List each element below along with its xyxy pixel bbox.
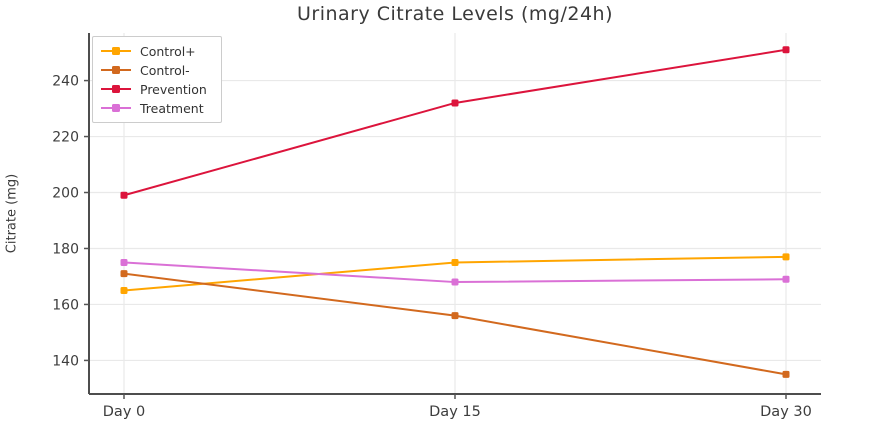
data-point: [451, 99, 459, 107]
x-tick-label: Day 0: [103, 404, 145, 420]
legend-item: Control+: [101, 43, 207, 59]
data-point: [782, 46, 790, 54]
x-tick-label: Day 15: [429, 404, 481, 420]
x-tick-label: Day 30: [760, 404, 812, 420]
data-point: [120, 270, 128, 278]
data-point: [451, 312, 459, 320]
data-point: [451, 258, 459, 266]
legend-item: Control-: [101, 62, 207, 78]
legend-swatch-icon: [101, 104, 131, 112]
data-point: [120, 286, 128, 294]
legend-label: Prevention: [140, 81, 207, 97]
legend-item: Treatment: [101, 100, 207, 116]
legend-swatch-icon: [101, 47, 131, 55]
y-tick-label: 180: [52, 241, 79, 257]
data-point: [782, 275, 790, 283]
y-tick-label: 160: [52, 297, 79, 313]
y-tick-label: 140: [52, 353, 79, 369]
legend-label: Control+: [140, 43, 196, 59]
data-point: [451, 278, 459, 286]
legend: Control+ Control- Prevention Treatment: [92, 36, 222, 123]
chart-title: Urinary Citrate Levels (mg/24h): [296, 3, 613, 25]
data-point: [782, 370, 790, 378]
y-tick-label: 220: [52, 130, 79, 146]
data-point: [782, 253, 790, 261]
legend-item: Prevention: [101, 81, 207, 97]
y-tick-label: 200: [52, 186, 79, 202]
legend-swatch-icon: [101, 85, 131, 93]
data-point: [120, 258, 128, 266]
legend-label: Treatment: [140, 100, 204, 116]
data-point: [120, 191, 128, 199]
y-tick-label: 240: [52, 74, 79, 90]
legend-swatch-icon: [101, 66, 131, 74]
legend-label: Control-: [140, 62, 190, 78]
